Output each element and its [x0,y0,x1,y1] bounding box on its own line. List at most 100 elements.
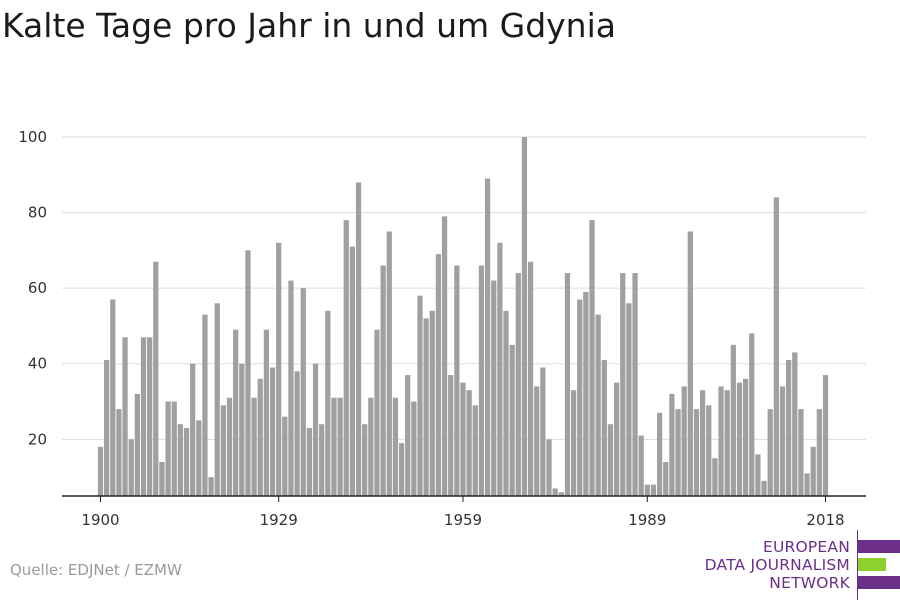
bar-1919 [214,303,220,496]
bar-2003 [730,344,736,496]
bar-2002 [724,390,730,496]
bar-1955 [435,254,442,496]
bar-1900 [97,446,104,496]
bar-1924 [245,250,251,496]
bar-1983 [607,424,614,496]
bar-1908 [147,337,153,496]
bar-1990 [650,484,657,496]
bar-1901 [104,359,110,496]
bar-1975 [558,492,564,496]
bar-1986 [626,303,632,496]
logo-vertical-line [857,530,858,600]
bar-1994 [675,409,681,496]
bar-1918 [208,477,214,496]
logo-line-network: NETWORK [769,574,850,592]
bar-1906 [134,393,140,496]
bar-1998 [700,390,706,496]
bar-1959 [460,382,466,496]
bar-1989 [644,484,650,496]
bar-1920 [220,405,226,496]
bar-1941 [349,246,356,496]
logo-line-european: EUROPEAN [762,538,850,556]
bar-1944 [368,397,374,496]
bar-1949 [398,443,405,496]
bar-1984 [613,382,620,496]
source-note: Quelle: EDJNet / EZMW [10,561,182,579]
bar-1909 [153,261,159,496]
bar-chart: 20 40 60 80 100 1900 1929 1959 1989 2018 [18,128,866,529]
bar-1947 [386,231,392,496]
bar-1954 [429,310,435,496]
bar-1903 [116,409,122,496]
bar-1981 [595,314,601,496]
bar-1969 [521,137,528,496]
bar-1980 [589,220,595,496]
bar-1907 [140,337,147,496]
bar-1956 [441,216,448,497]
bar-1966 [503,310,509,496]
bar-1993 [669,393,675,496]
bar-1921 [226,397,233,496]
bar-1960 [466,390,472,496]
y-tick-label-20: 20 [28,430,47,448]
logo-bar-middle [858,558,886,571]
bar-1963 [484,178,491,496]
bar-1967 [509,344,515,496]
bar-1985 [620,273,626,496]
bar-1964 [491,280,497,496]
bar-1961 [472,405,478,496]
bar-1999 [706,405,712,496]
bar-1997 [693,409,700,496]
bar-2009 [767,409,773,496]
bar-2007 [755,454,761,496]
bar-1977 [570,390,577,496]
bar-1972 [540,367,546,496]
bar-1968 [515,273,521,496]
bar-1910 [159,461,165,496]
bars [97,137,829,497]
bar-1904 [122,337,128,496]
bar-1916 [196,420,202,496]
bar-1970 [527,261,534,496]
y-tick-label-100: 100 [18,128,47,146]
bar-2018 [822,375,829,496]
logo-bar-bottom [858,576,900,589]
bar-2014 [798,409,804,496]
bar-1962 [478,265,485,496]
bar-1926 [257,378,263,496]
bar-2016 [810,446,816,496]
bar-1979 [583,291,589,496]
bar-1937 [325,310,331,496]
bar-1974 [552,488,558,496]
bar-2004 [736,382,743,496]
logo-line-data-journalism: DATA JOURNALISM [704,556,850,574]
bar-1948 [392,397,399,496]
bar-1951 [411,401,417,496]
bar-1915 [190,363,196,496]
bar-1912 [171,401,177,496]
bar-1932 [294,371,300,496]
bar-1987 [632,273,638,496]
bar-1957 [448,375,454,496]
bar-2000 [712,458,718,496]
bar-2012 [786,359,792,496]
bar-1958 [454,265,460,496]
bar-1946 [380,265,386,496]
bar-1923 [239,363,245,496]
bar-1945 [374,329,380,496]
bar-1988 [638,435,644,496]
y-tick-label-80: 80 [28,204,47,222]
bar-2001 [718,386,724,496]
bar-1992 [663,461,669,496]
bar-2017 [816,409,822,496]
bar-1976 [564,273,571,496]
bar-1991 [656,412,663,496]
bar-1931 [288,280,294,496]
x-tick-label-2018: 2018 [806,511,844,529]
bar-1936 [319,424,325,496]
bar-1911 [165,401,171,496]
bar-1978 [577,299,583,496]
bar-1914 [183,427,190,496]
bar-1952 [417,295,423,496]
bar-2013 [792,352,798,496]
